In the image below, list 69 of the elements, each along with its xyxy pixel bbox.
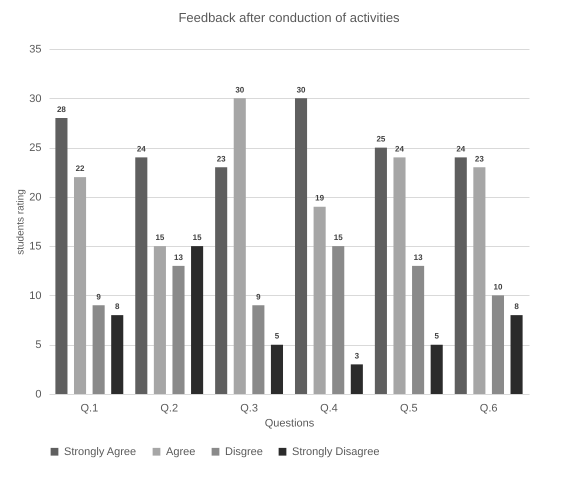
y-tick-label: 0 — [35, 388, 42, 400]
bar — [74, 177, 86, 394]
bar — [412, 266, 424, 394]
bar — [314, 206, 326, 394]
legend-label: Disgree — [225, 446, 263, 458]
x-tick-label: Q.4 — [320, 402, 338, 414]
bar — [252, 305, 264, 394]
x-tick-label: Q.1 — [80, 402, 98, 414]
bar — [492, 295, 504, 394]
bar — [393, 157, 406, 394]
bar — [350, 364, 363, 394]
bar — [510, 315, 523, 394]
x-tick-label: Q.6 — [480, 402, 498, 414]
legend-label: Strongly Agree — [64, 446, 136, 458]
bar — [374, 148, 387, 394]
x-tick-label: Q.5 — [400, 402, 418, 414]
x-tick-label: Q.3 — [240, 402, 258, 414]
data-label: 10 — [494, 282, 503, 292]
bar — [332, 246, 344, 394]
bar — [454, 157, 467, 394]
data-label: 28 — [56, 105, 66, 114]
bar — [111, 315, 124, 394]
bar — [215, 167, 228, 394]
x-axis-title: Questions — [264, 418, 315, 430]
data-label: 9 — [256, 292, 262, 302]
bar — [430, 344, 443, 394]
data-label: 30 — [235, 85, 245, 94]
y-tick-label: 30 — [29, 92, 42, 105]
data-label: 15 — [334, 233, 344, 242]
bar — [234, 98, 246, 394]
data-label: 3 — [354, 351, 360, 360]
legend-label: Agree — [166, 446, 196, 458]
data-label: 24 — [136, 144, 146, 154]
data-label: 30 — [296, 85, 306, 94]
bar — [55, 118, 68, 394]
data-label: 5 — [434, 332, 440, 341]
y-tick-label: 15 — [29, 240, 42, 253]
data-label: 24 — [456, 144, 466, 154]
bar — [270, 344, 284, 394]
data-label: 19 — [315, 194, 325, 203]
bar — [191, 246, 204, 394]
bar — [473, 167, 486, 394]
y-tick-label: 5 — [35, 339, 42, 352]
data-label: 9 — [96, 292, 102, 302]
bar — [135, 157, 148, 394]
data-label: 23 — [216, 154, 226, 164]
x-tick-label: Q.2 — [160, 402, 178, 414]
y-tick-label: 20 — [29, 191, 42, 204]
data-label: 8 — [514, 302, 520, 312]
data-label: 13 — [414, 252, 424, 262]
y-tick-label: 10 — [29, 290, 42, 302]
y-tick-label: 25 — [29, 142, 42, 154]
data-label: 23 — [474, 154, 484, 164]
bar — [154, 246, 166, 394]
bar — [92, 305, 105, 394]
legend-label: Strongly Disagree — [292, 446, 380, 458]
chart-title: Feedback after conduction of activities — [178, 10, 400, 25]
bar — [294, 98, 308, 394]
data-label: 15 — [155, 233, 165, 242]
data-label: 25 — [376, 134, 386, 144]
data-label: 15 — [192, 233, 202, 242]
data-label: 8 — [115, 302, 120, 312]
data-label: 13 — [174, 252, 184, 262]
data-label: 24 — [395, 144, 404, 154]
data-label: 22 — [76, 164, 86, 174]
data-label: 5 — [274, 332, 280, 341]
bar — [172, 266, 185, 394]
y-axis-title: students rating — [15, 189, 26, 255]
y-tick-label: 35 — [29, 44, 42, 56]
